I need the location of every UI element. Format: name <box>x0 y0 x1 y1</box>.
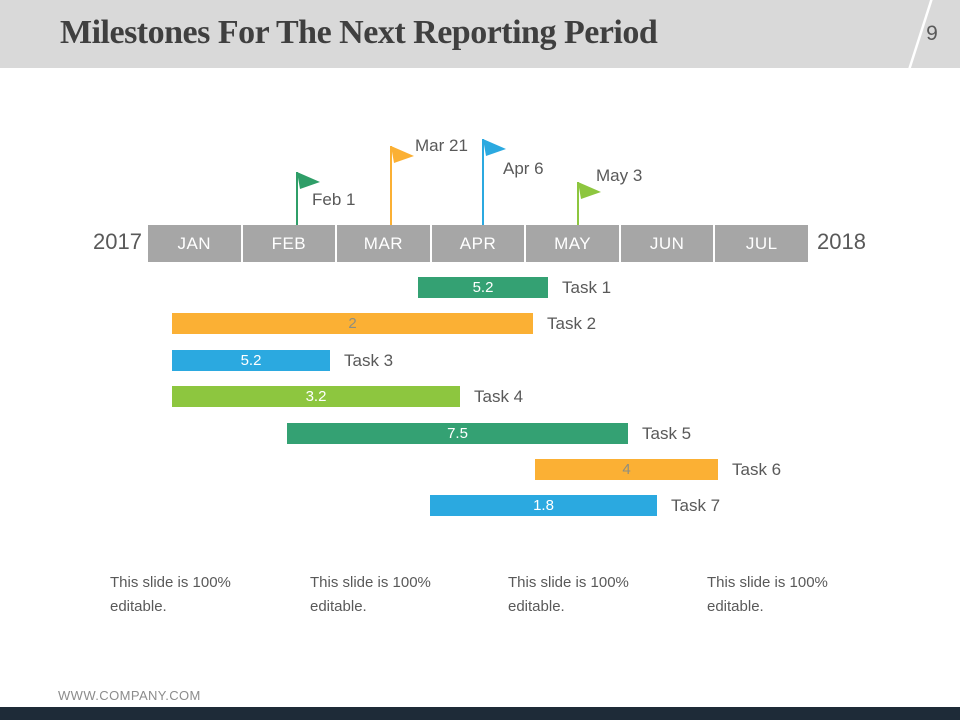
timeline-bar: JAN FEB MAR APR MAY JUN JUL <box>148 225 809 262</box>
task-label: Task 5 <box>642 424 692 443</box>
task-label: Task 4 <box>474 387 524 406</box>
milestone-pole <box>390 146 392 225</box>
task-value: 7.5 <box>447 425 468 442</box>
timeline-month-jan: JAN <box>148 225 241 262</box>
task-value: 1.8 <box>533 497 554 514</box>
note-text: This slide is 100% editable. <box>110 574 231 615</box>
milestone-flag-icon <box>297 172 320 189</box>
timeline-month-feb: FEB <box>242 225 336 262</box>
milestone-flag-icon <box>483 139 506 156</box>
milestone-flag-icon <box>391 146 414 163</box>
milestone-label: Mar 21 <box>415 136 468 155</box>
timeline-month-apr: APR <box>431 225 525 262</box>
timeline-month-jul: JUL <box>715 225 809 262</box>
task-label: Task 1 <box>562 278 612 297</box>
timeline-year-start: 2017 <box>93 229 142 254</box>
task-label: Task 3 <box>344 351 394 370</box>
task-bar: 3.2 <box>172 386 460 407</box>
task-value: 5.2 <box>240 352 262 369</box>
timeline-month-mar: MAR <box>337 225 430 262</box>
milestone-label: May 3 <box>596 166 643 185</box>
task-value: 4 <box>622 461 631 478</box>
milestone-label: Apr 6 <box>503 159 544 178</box>
header-diagonal-divider <box>908 0 933 68</box>
task-bar: 1.8 <box>430 495 657 516</box>
task-value: 3.2 <box>305 388 327 405</box>
milestone-pole <box>577 182 579 225</box>
page-number: 9 <box>926 22 938 45</box>
footer-accent-bar <box>0 707 960 720</box>
task-bar: 2 <box>172 313 533 334</box>
milestone-flag-icon <box>578 182 601 199</box>
task-bar: 5.2 <box>418 277 548 298</box>
timeline-month-jun: JUN <box>620 225 714 262</box>
timeline-month-may: MAY <box>526 225 619 262</box>
task-bar: 5.2 <box>172 350 330 371</box>
slide-header: Milestones For The Next Reporting Period… <box>0 0 960 68</box>
milestone-label: Feb 1 <box>312 190 356 209</box>
task-label: Task 2 <box>547 314 597 333</box>
task-value: 5.2 <box>472 279 494 296</box>
task-bar: 4 <box>535 459 718 480</box>
task-label: Task 7 <box>671 496 721 515</box>
milestone-pole <box>482 139 484 225</box>
note-text: This slide is 100% editable. <box>508 574 629 615</box>
milestone-pole <box>296 172 298 225</box>
task-label: Task 6 <box>732 460 782 479</box>
page-title: Milestones For The Next Reporting Period <box>60 14 658 51</box>
footer-url: WWW.COMPANY.COM <box>58 688 201 703</box>
task-bar: 7.5 <box>287 423 628 444</box>
note-text: This slide is 100% editable. <box>310 574 431 615</box>
note-text: This slide is 100% editable. <box>707 574 828 615</box>
task-value: 2 <box>348 315 357 332</box>
timeline-year-end: 2018 <box>817 229 866 254</box>
